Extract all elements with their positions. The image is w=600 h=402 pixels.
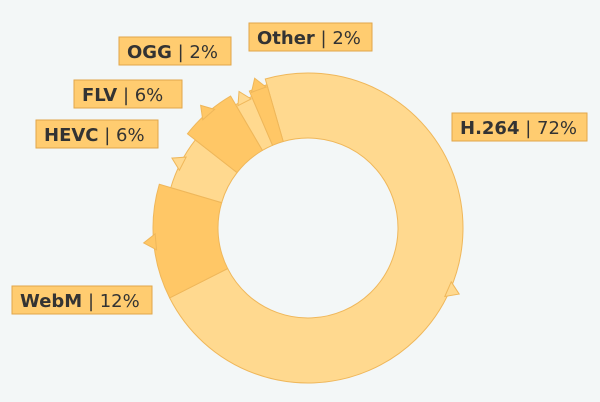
label-separator: |: [117, 85, 135, 106]
label-name: OGG: [127, 42, 172, 63]
label-name: FLV: [82, 85, 117, 106]
label-box: [35, 119, 159, 149]
label-box: [451, 112, 588, 142]
label-separator: |: [82, 291, 100, 312]
labels: H.264 | 72%WebM | 12%HEVC | 6%FLV | 6%OG…: [11, 22, 588, 315]
label-box: [118, 36, 232, 66]
label-separator: |: [519, 118, 537, 139]
label-text: HEVC | 6%: [44, 125, 145, 146]
label-value: 6%: [116, 125, 145, 146]
label-text: H.264 | 72%: [460, 118, 577, 139]
label-hevc: HEVC | 6%: [35, 119, 159, 149]
slice-pointer: [171, 156, 187, 172]
label-box: [73, 79, 183, 109]
slice-pointer: [443, 280, 461, 298]
label-value: 2%: [189, 42, 218, 63]
slice-pointer: [200, 104, 216, 121]
label-ogg: OGG | 2%: [118, 36, 232, 66]
label-value: 6%: [135, 85, 164, 106]
label-value: 2%: [332, 28, 361, 49]
label-name: HEVC: [44, 125, 99, 146]
label-name: H.264: [460, 118, 519, 139]
label-value: 72%: [537, 118, 577, 139]
label-box: [248, 22, 373, 52]
label-separator: |: [315, 28, 333, 49]
slice-pointer: [250, 77, 268, 94]
slice-pointer: [142, 232, 158, 251]
slices: [142, 72, 464, 384]
label-value: 12%: [100, 291, 140, 312]
label-name: WebM: [20, 291, 82, 312]
label-webm: WebM | 12%: [11, 285, 153, 315]
slice-webm[interactable]: [152, 183, 229, 299]
label-flv: FLV | 6%: [73, 79, 183, 109]
label-text: FLV | 6%: [82, 85, 163, 106]
label-text: OGG | 2%: [127, 42, 218, 63]
label-h-264: H.264 | 72%: [451, 112, 588, 142]
label-separator: |: [99, 125, 117, 146]
label-separator: |: [172, 42, 190, 63]
label-box: [11, 285, 153, 315]
slice-h-264[interactable]: [168, 72, 464, 384]
slice-pointer: [237, 90, 253, 107]
label-text: Other | 2%: [257, 28, 361, 49]
label-name: Other: [257, 28, 315, 49]
label-other: Other | 2%: [248, 22, 373, 52]
label-text: WebM | 12%: [20, 291, 140, 312]
